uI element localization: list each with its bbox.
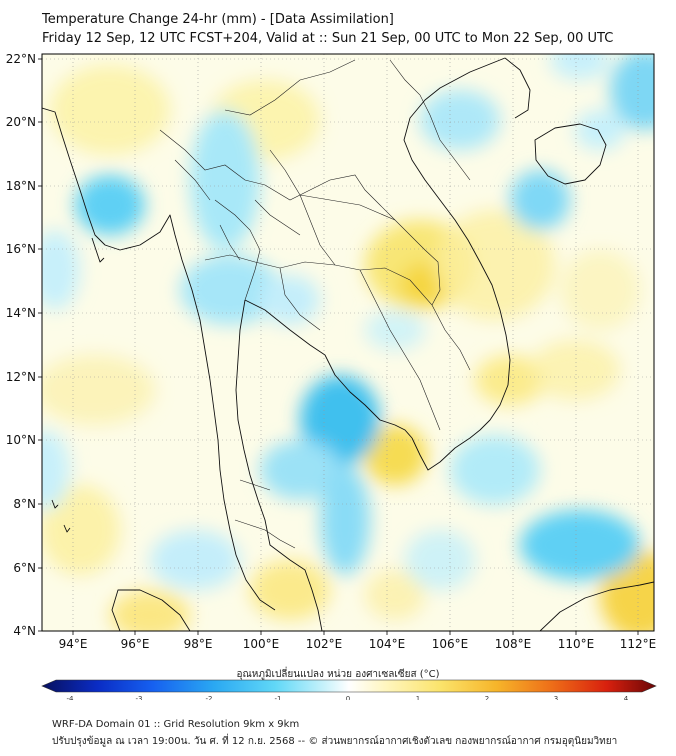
lat-tick-label: 4°N: [13, 624, 36, 638]
lon-tick-label: 98°E: [184, 637, 213, 651]
lon-labels: 94°E 96°E 98°E 100°E 102°E 104°E 106°E 1…: [59, 637, 657, 651]
colorbar-tick-label: 3: [554, 695, 558, 700]
lon-tick-label: 104°E: [369, 637, 406, 651]
forecast-map: 4°N 6°N 8°N 10°N 12°N 14°N 16°N 18°N 20°…: [6, 52, 657, 700]
colorbar-tick-label: -3: [136, 695, 143, 700]
colorbar-ramp: [41, 679, 657, 693]
lat-labels: 4°N 6°N 8°N 10°N 12°N 14°N 16°N 18°N 20°…: [6, 52, 36, 638]
colorbar-tick-label: -2: [206, 695, 213, 700]
colorbar-tick-label: 2: [485, 695, 489, 700]
lon-tick-label: 110°E: [558, 637, 595, 651]
colorbar-title: อุณหภูมิเปลี่ยนแปลง หน่วย องศาเซลเซียส (…: [236, 669, 440, 680]
lat-tick-label: 16°N: [6, 242, 36, 256]
field-blobs: [42, 54, 654, 631]
colorbar: -4 -3 -2 -1 0 1 2 3 4: [41, 679, 657, 700]
lat-tick-label: 22°N: [6, 52, 36, 66]
lon-tick-label: 96°E: [121, 637, 150, 651]
lon-tick-label: 108°E: [495, 637, 532, 651]
lon-tick-label: 100°E: [243, 637, 280, 651]
lat-tick-label: 10°N: [6, 433, 36, 447]
colorbar-tick-label: -4: [67, 695, 75, 700]
colorbar-tick-label: -1: [275, 695, 282, 700]
lat-tick-label: 12°N: [6, 370, 36, 384]
gridlines: [42, 54, 654, 631]
footer-model-info: WRF-DA Domain 01 :: Grid Resolution 9km …: [52, 719, 300, 730]
lat-tick-label: 20°N: [6, 115, 36, 129]
colorbar-tick-label: 1: [416, 695, 420, 700]
lon-tick-label: 94°E: [59, 637, 88, 651]
lat-tick-label: 18°N: [6, 179, 36, 193]
lon-tick-label: 112°E: [620, 637, 657, 651]
lon-tick-label: 102°E: [306, 637, 343, 651]
temperature-field: [42, 54, 654, 631]
lon-tick-label: 106°E: [432, 637, 469, 651]
lat-tick-label: 8°N: [13, 497, 36, 511]
coastlines: [42, 57, 654, 631]
lat-tick-label: 14°N: [6, 306, 36, 320]
colorbar-tick-label: 4: [624, 695, 629, 700]
tick-marks: [38, 58, 639, 635]
map-frame: [41, 53, 655, 632]
map-subtitle: Friday 12 Sep, 12 UTC FCST+204, Valid at…: [42, 31, 614, 46]
footer-credit: ปรับปรุงข้อมูล ณ เวลา 19:00น. วัน ศ. ที่…: [52, 736, 618, 747]
admin-borders: [159, 59, 471, 549]
colorbar-tick-label: 0: [346, 695, 350, 700]
map-title: Temperature Change 24-hr (mm) - [Data As…: [42, 12, 394, 27]
lat-tick-label: 6°N: [13, 561, 36, 575]
